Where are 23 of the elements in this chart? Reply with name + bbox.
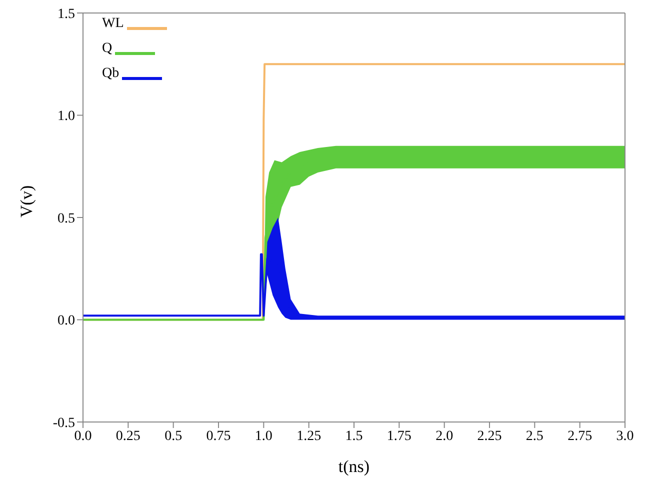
- x-tick-label: 1.0: [254, 428, 272, 444]
- legend-label: Qb: [101, 66, 120, 81]
- legend-label: WL: [101, 16, 124, 31]
- x-tick-label: 0.75: [206, 428, 231, 444]
- legend-label: Q: [101, 41, 112, 56]
- x-tick-label: 1.25: [296, 428, 322, 444]
- x-axis-title: t(ns): [338, 457, 370, 476]
- x-tick-label: 2.25: [477, 428, 502, 444]
- y-tick-label: 0.5: [58, 211, 75, 226]
- x-tick-label: 0.25: [116, 428, 140, 444]
- x-tick-label: 2.75: [568, 428, 592, 444]
- x-tick-label: 2.0: [436, 428, 454, 444]
- x-tick-label: 3.0: [616, 428, 634, 444]
- x-tick-label: 1.75: [386, 428, 412, 444]
- y-tick-label: -0.5: [52, 416, 75, 431]
- y-tick-label: 1.5: [58, 6, 75, 22]
- y-tick-label: 0.0: [58, 314, 75, 329]
- x-tick-label: 0.5: [164, 428, 182, 444]
- y-tick-label: 1.0: [58, 109, 75, 124]
- x-tick-label: 0.0: [74, 428, 92, 444]
- x-tick-label: 2.5: [526, 428, 544, 444]
- x-tick-label: 1.5: [345, 428, 363, 444]
- y-axis-title: V(v): [17, 185, 36, 218]
